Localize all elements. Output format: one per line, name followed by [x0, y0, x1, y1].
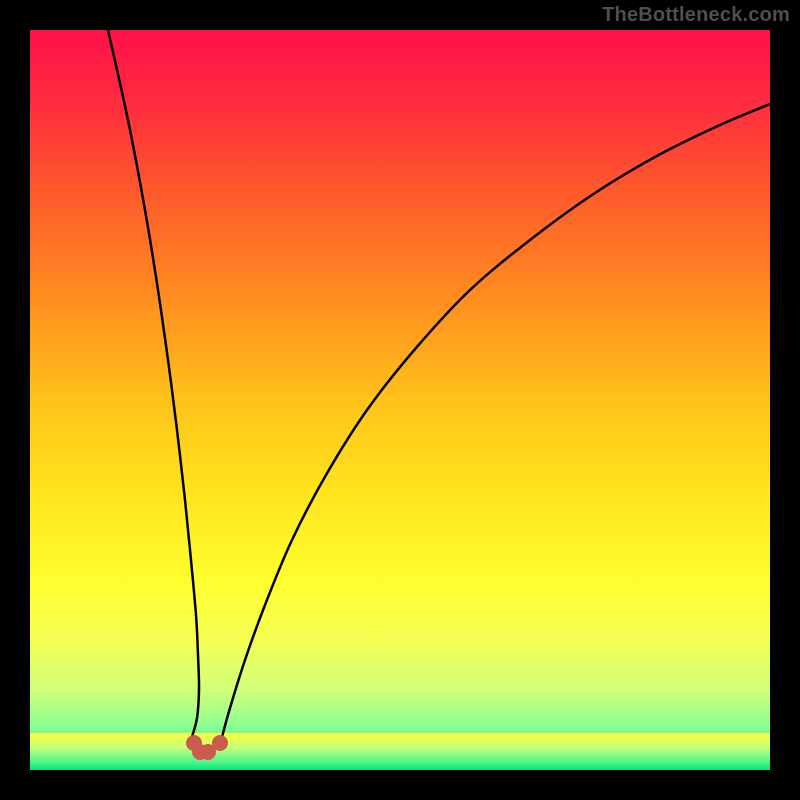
- dip-marker: [212, 735, 228, 751]
- gradient-background: [30, 30, 770, 770]
- chart-svg: [30, 30, 770, 770]
- bottom-green-band: [30, 733, 770, 770]
- watermark-text: TheBottleneck.com: [602, 4, 790, 27]
- plot-area: [30, 30, 770, 770]
- dip-marker: [192, 744, 208, 760]
- chart-container: TheBottleneck.com: [0, 0, 800, 800]
